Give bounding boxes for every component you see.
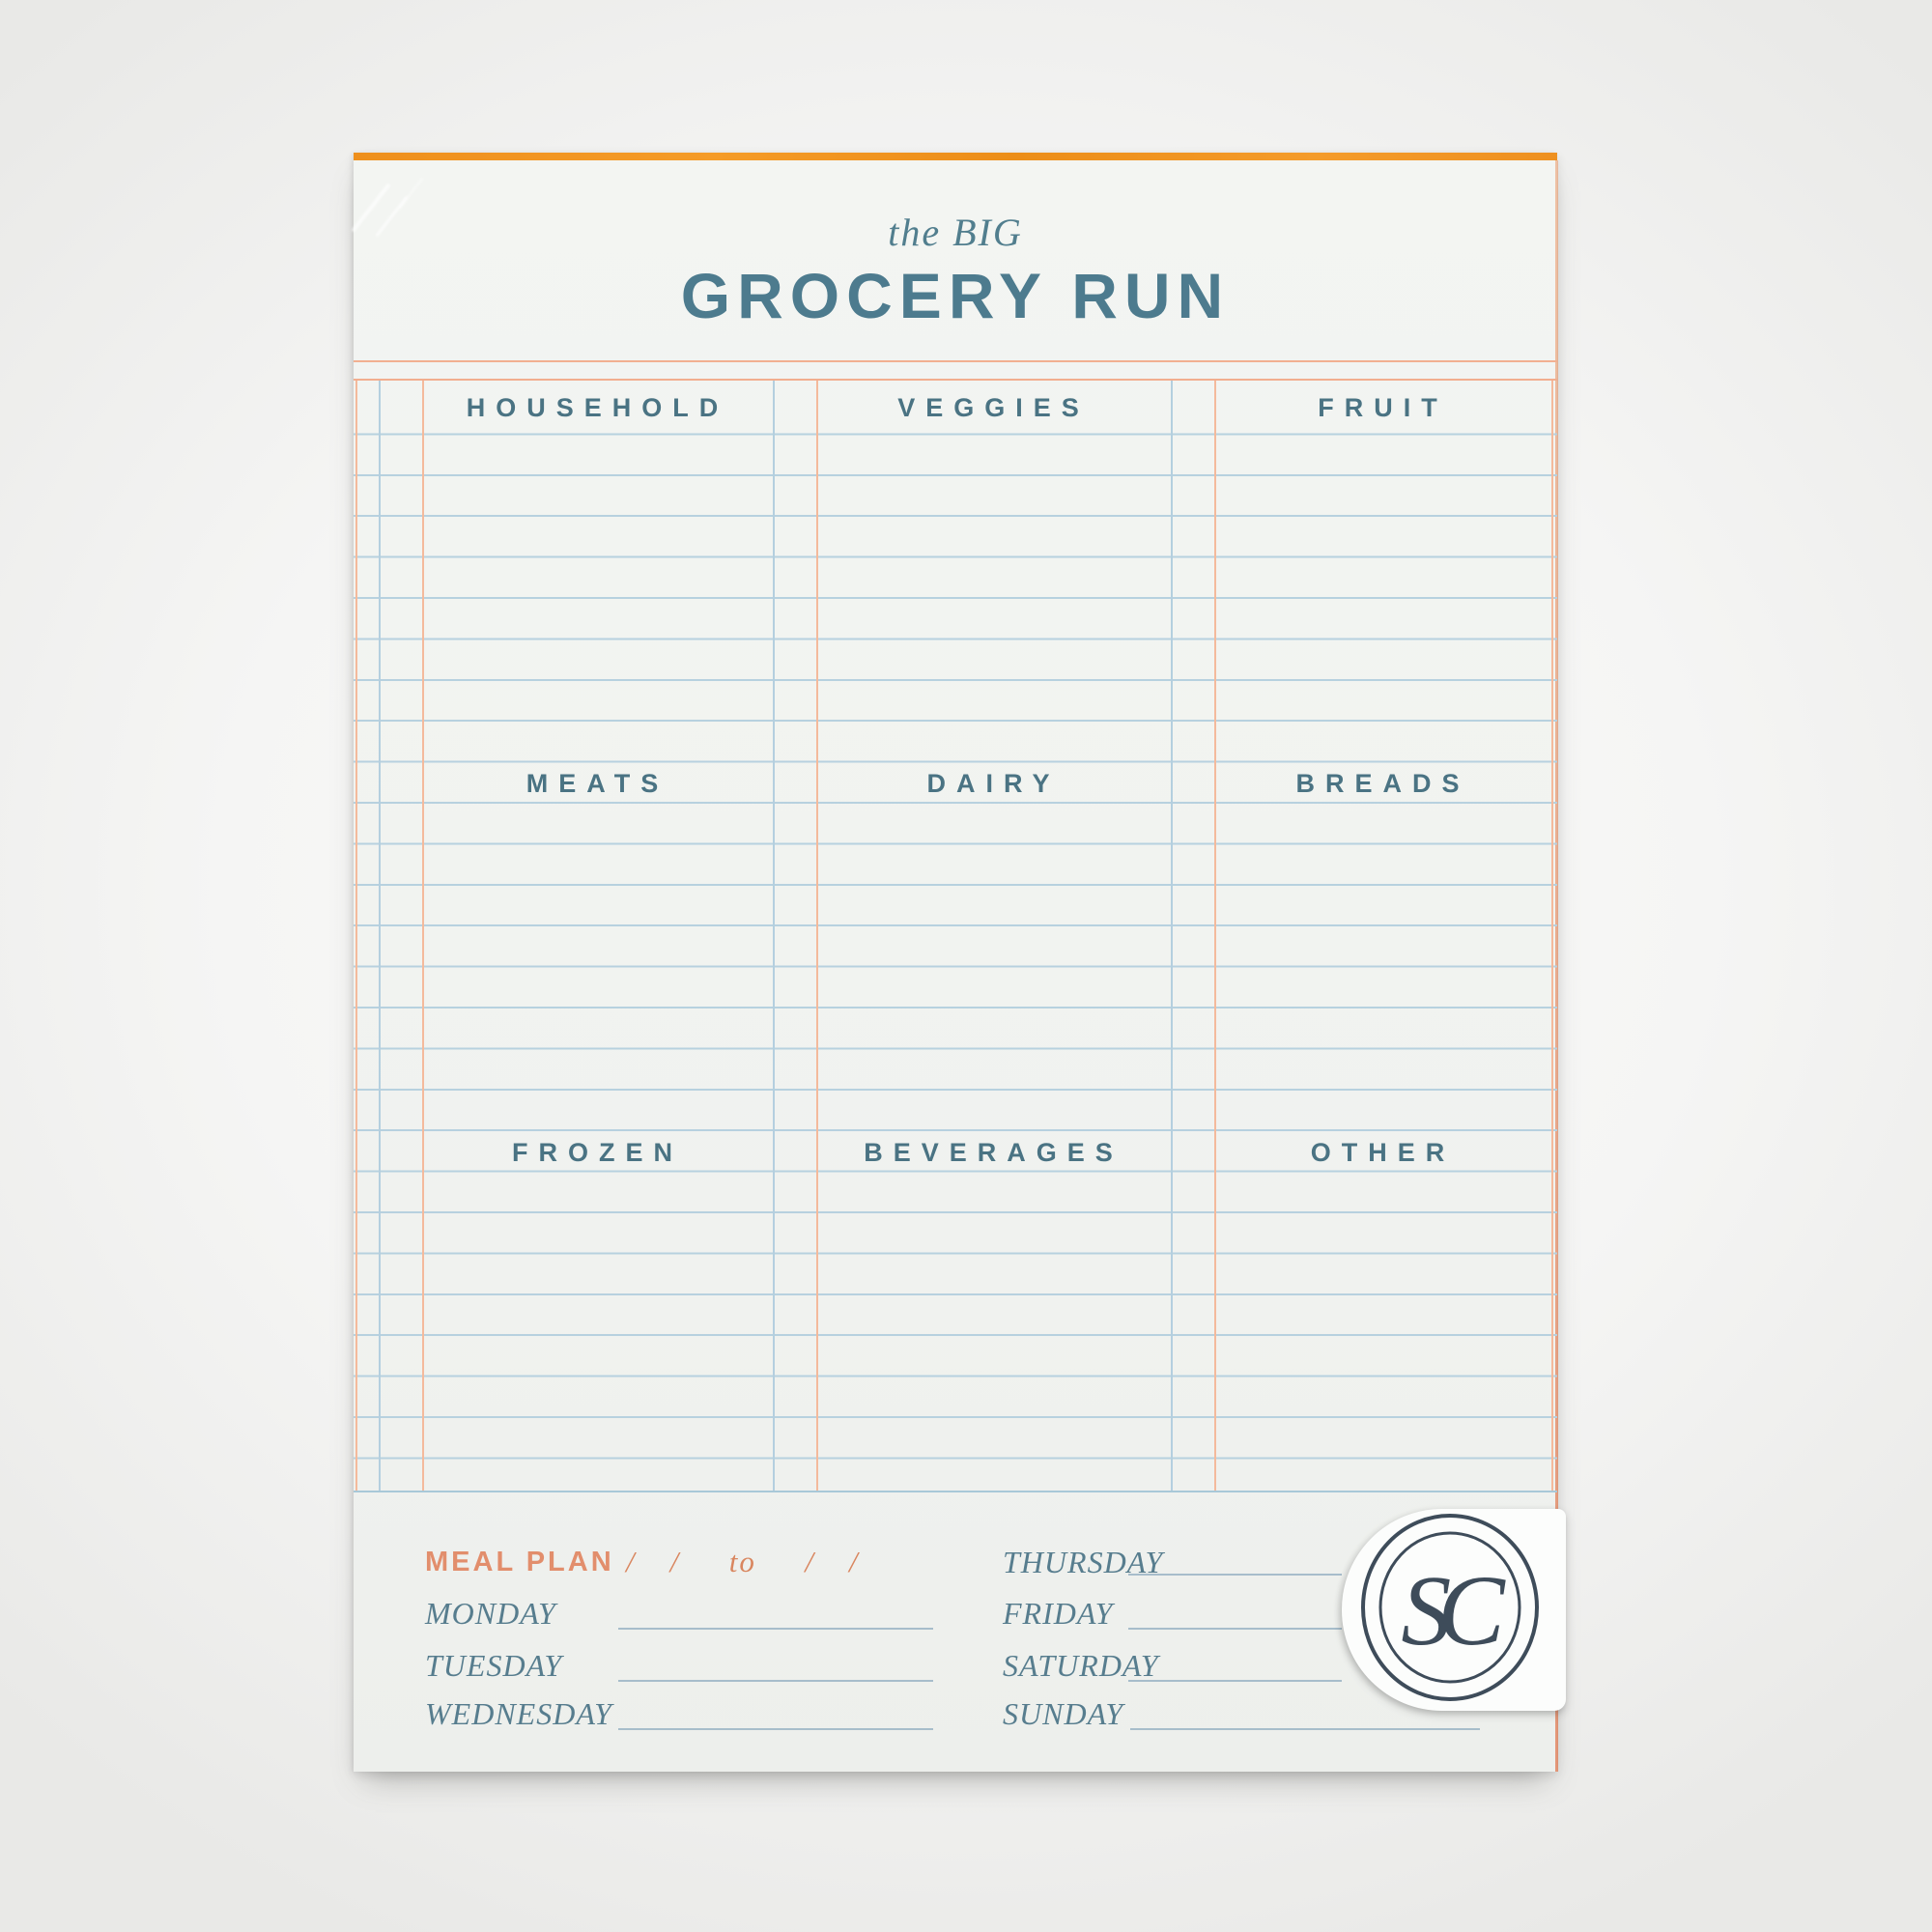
grocery-notepad: the BIG GROCERY RUN HOUSEHOLD VEGGIES FR… <box>351 153 1566 1772</box>
section-header-fruit: FRUIT <box>1318 393 1448 422</box>
grid-vline-left-edge <box>355 381 357 1491</box>
sc-monogram: SC <box>1401 1555 1506 1666</box>
sunday-fill-line <box>1130 1728 1480 1730</box>
notepad-orange-top-edge <box>354 153 1557 160</box>
thursday-fill-line <box>1128 1574 1342 1576</box>
saturday-fill-line <box>1128 1680 1342 1682</box>
section-header-beverages: BEVERAGES <box>864 1138 1123 1167</box>
day-label-monday: MONDAY <box>425 1596 556 1631</box>
wednesday-fill-line <box>618 1728 933 1730</box>
friday-fill-line <box>1128 1628 1342 1630</box>
section-header-meats: MEATS <box>526 769 669 798</box>
section-header-other: OTHER <box>1310 1138 1456 1167</box>
shrink-wrap-glare <box>398 177 424 210</box>
title-prefix: the BIG <box>888 211 1023 254</box>
monday-fill-line <box>618 1628 933 1630</box>
day-label-sunday: SUNDAY <box>1003 1696 1124 1731</box>
tuesday-fill-line <box>618 1680 933 1682</box>
wednesday-sunday-row: WEDNESDAY SUNDAY <box>354 1692 1557 1735</box>
meal-plan-date-slots: / / to / / <box>626 1545 860 1578</box>
title-divider-rule <box>354 360 1557 362</box>
grid-vline-orange-3 <box>1214 381 1216 1491</box>
grid-vline-orange-2 <box>816 381 818 1491</box>
section-header-household: HOUSEHOLD <box>466 393 729 422</box>
monday-friday-row: MONDAY FRIDAY <box>354 1592 1557 1634</box>
section-header-breads: BREADS <box>1295 769 1470 798</box>
section-header-dairy: DAIRY <box>926 769 1061 798</box>
grid-vline-blue-1 <box>379 381 381 1491</box>
section-header-frozen: FROZEN <box>512 1138 683 1167</box>
day-label-wednesday: WEDNESDAY <box>425 1696 612 1731</box>
grid-vline-right-edge <box>1551 381 1553 1491</box>
meal-plan-row: MEAL PLAN / / to / / THURSDAY <box>354 1541 1557 1583</box>
section-header-veggies: VEGGIES <box>897 393 1090 422</box>
page-title: GROCERY RUN <box>680 260 1231 331</box>
brand-sticker: SC <box>1342 1509 1566 1711</box>
grid-vline-orange-1 <box>422 381 424 1491</box>
ledger-grid: HOUSEHOLD VEGGIES FRUIT MEATS DAIRY BREA… <box>354 379 1557 1492</box>
grid-vline-blue-2 <box>773 381 775 1491</box>
sc-monogram-seal: SC <box>1361 1514 1539 1701</box>
day-label-tuesday: TUESDAY <box>425 1648 563 1683</box>
tuesday-saturday-row: TUESDAY SATURDAY <box>354 1644 1557 1687</box>
ruled-lines <box>354 394 1557 1491</box>
monogram-outer-ring <box>1361 1514 1539 1701</box>
day-label-saturday: SATURDAY <box>1003 1648 1159 1683</box>
day-label-friday: FRIDAY <box>1003 1596 1114 1631</box>
title-block: the BIG GROCERY RUN <box>354 209 1557 330</box>
grid-vline-blue-3 <box>1171 381 1173 1491</box>
day-label-thursday: THURSDAY <box>1003 1545 1164 1579</box>
meal-plan-label: MEAL PLAN <box>425 1547 614 1577</box>
monogram-inner-ring <box>1378 1531 1521 1684</box>
